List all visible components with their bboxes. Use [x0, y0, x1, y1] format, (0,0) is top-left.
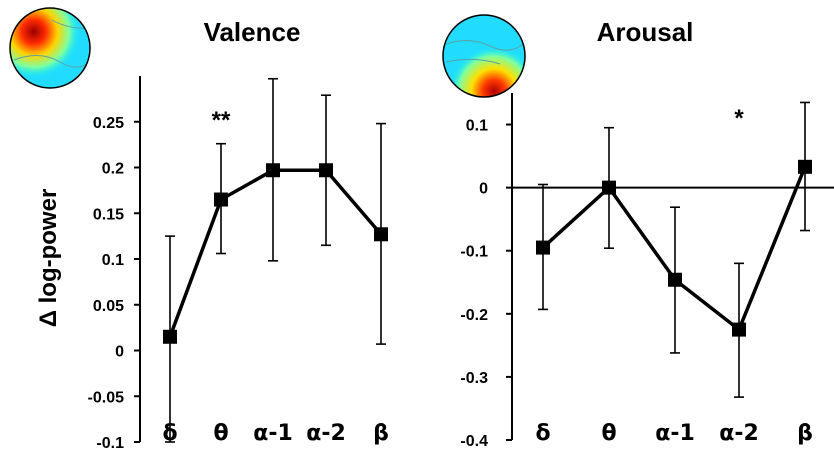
valence-data-point — [214, 192, 228, 207]
arousal-category-label: δ — [535, 421, 550, 446]
arousal-category-label: α-2 — [719, 421, 759, 446]
arousal-data-point — [536, 240, 550, 255]
valence-y-tick-label: 0.15 — [93, 206, 124, 223]
arousal-y-tick-label: 0 — [479, 181, 488, 198]
valence-y-tick-label: -0.1 — [96, 435, 124, 452]
arousal-category-label: β — [797, 421, 813, 446]
arousal-y-tick-label: -0.1 — [460, 244, 488, 261]
valence-topomap — [9, 7, 91, 89]
valence-category-label: α-1 — [253, 421, 293, 446]
valence-title: Valence — [204, 17, 301, 47]
arousal-significance-marker: * — [734, 105, 744, 132]
valence-significance-marker: ** — [212, 107, 231, 134]
arousal-data-point — [798, 159, 812, 174]
valence-category-label: δ — [162, 421, 177, 446]
arousal-data-point — [732, 322, 746, 337]
arousal-title: Arousal — [597, 17, 694, 47]
valence-y-tick-label: 0 — [115, 344, 124, 361]
y-axis-label: Δ log-power — [35, 189, 62, 328]
arousal-y-tick-label: -0.4 — [460, 433, 488, 450]
arousal-series-line — [541, 166, 807, 333]
valence-chart: Valence Δ log-power -0.1 -0.05 0 0.05 0.1 0.1… — [35, 17, 389, 452]
valence-data-point — [374, 227, 388, 242]
valence-y-tick-label: 0.05 — [93, 298, 124, 315]
arousal-y-tick-label: -0.2 — [460, 307, 488, 324]
valence-y-tick-label: -0.05 — [88, 389, 125, 406]
valence-data-point — [163, 329, 177, 344]
valence-data-point — [266, 163, 280, 178]
valence-data-point — [319, 163, 333, 178]
valence-category-label: θ — [213, 421, 228, 446]
arousal-category-label: θ — [601, 421, 616, 446]
valence-category-label: α-2 — [306, 421, 346, 446]
arousal-category-label: α-1 — [655, 421, 695, 446]
arousal-topomap — [442, 14, 526, 98]
arousal-y-tick-label: 0.1 — [466, 118, 488, 135]
arousal-chart: Arousal -0.4 -0.3 -0.2 -0.1 0 0.1 δ θ α-1 α-2 β * — [460, 17, 834, 450]
valence-series-line — [168, 168, 383, 338]
valence-category-label: β — [373, 421, 389, 446]
valence-y-tick-label: 0.1 — [102, 252, 124, 269]
arousal-data-point — [602, 180, 616, 195]
valence-y-tick-label: 0.25 — [93, 115, 124, 132]
arousal-y-tick-label: -0.3 — [460, 370, 488, 387]
arousal-data-point — [668, 272, 682, 287]
valence-y-tick-label: 0.2 — [102, 161, 124, 178]
